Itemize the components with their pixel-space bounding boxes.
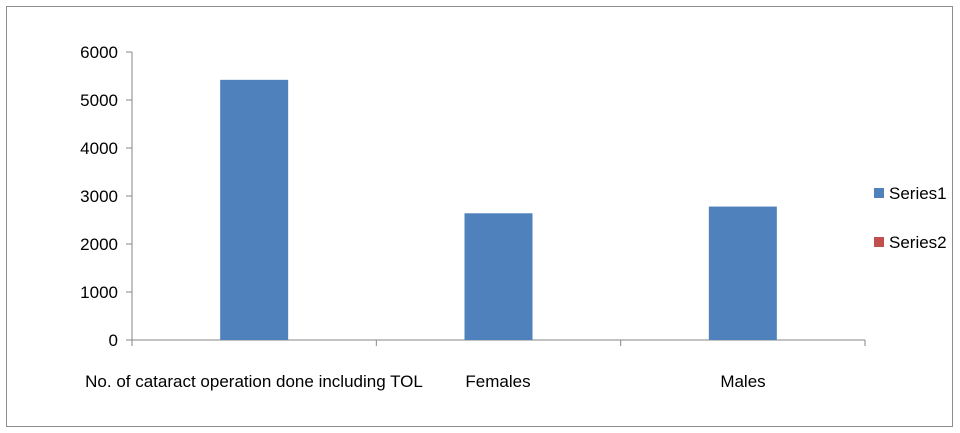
x-category-label: Males <box>720 372 765 391</box>
legend-swatch <box>874 188 884 198</box>
bar-series1 <box>220 79 289 340</box>
x-category-label: No. of cataract operation done including… <box>85 372 423 391</box>
bar-series1 <box>708 206 777 340</box>
bar-series1 <box>464 213 533 340</box>
legend-label: Series1 <box>889 184 947 203</box>
y-tick-label: 6000 <box>80 43 118 62</box>
y-tick-label: 1000 <box>80 283 118 302</box>
y-tick-label: 2000 <box>80 235 118 254</box>
y-tick-label: 0 <box>109 331 118 350</box>
x-category-labels: No. of cataract operation done including… <box>85 372 766 391</box>
y-tick-label: 5000 <box>80 91 118 110</box>
bars <box>220 79 777 340</box>
legend-label: Series2 <box>889 233 947 252</box>
legend-swatch <box>874 237 884 247</box>
legend: Series1 Series2 <box>874 184 947 252</box>
y-tick-label: 3000 <box>80 187 118 206</box>
x-category-label: Females <box>465 372 530 391</box>
y-tick-label: 4000 <box>80 139 118 158</box>
y-tick-labels: 0 1000 2000 3000 4000 5000 6000 <box>80 43 118 350</box>
